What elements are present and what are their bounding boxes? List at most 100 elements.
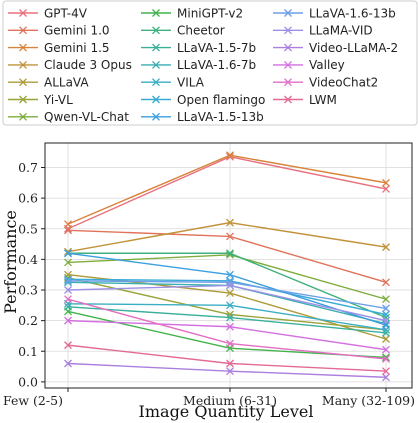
x-tick-label: Medium (6-31) <box>183 393 277 408</box>
data-point <box>226 152 234 161</box>
data-point <box>382 353 390 362</box>
data-point <box>382 316 390 325</box>
legend-entry: LLaVA-1.6-13b <box>273 6 396 20</box>
legend-entry: LLaVA-1.6-7b <box>141 58 256 72</box>
data-point <box>64 302 72 311</box>
data-point <box>64 341 72 350</box>
legend-entry: Video-LLaMA-2 <box>273 41 398 55</box>
data-point <box>226 313 234 322</box>
data-point <box>226 278 234 287</box>
legend-label: LLaVA-1.5-7b <box>177 41 256 55</box>
data-point <box>382 319 390 328</box>
legend-entry: LLaMA-VID <box>273 24 373 38</box>
legend-entry: Valley <box>273 58 345 72</box>
data-point <box>226 250 234 259</box>
legend-entry: Yi-VL <box>8 93 73 107</box>
legend-label: GPT-4V <box>44 6 88 20</box>
plot-frame <box>44 142 413 389</box>
y-tick-label: 0.6 <box>18 191 38 206</box>
data-point <box>382 328 390 337</box>
legend-frame <box>2 0 418 126</box>
legend-entry: Qwen-VL-Chat <box>8 110 129 124</box>
data-point <box>226 232 234 241</box>
data-point <box>382 184 390 193</box>
data-point <box>226 367 234 376</box>
data-point <box>382 335 390 343</box>
x-axis-label: Image Quantity Level <box>139 402 314 421</box>
data-point <box>64 316 72 325</box>
legend-label: Video-LLaMA-2 <box>309 41 398 55</box>
data-point <box>226 151 234 160</box>
legend-entry: VideoChat2 <box>273 76 378 90</box>
plot-area: 0.0 0.1 0.2 0.3 0.4 0.5 0.6 0.7 Few (2-5) Medium … <box>3 142 415 408</box>
series-line-16 <box>67 362 387 378</box>
data-point <box>382 295 390 304</box>
data-point <box>64 275 72 284</box>
data-point <box>382 354 390 363</box>
legend-label: LWM <box>309 93 337 107</box>
legend-label: LLaVA-1.6-7b <box>177 58 256 72</box>
series-line-3 <box>67 221 387 253</box>
data-point <box>382 345 390 354</box>
data-point <box>382 178 390 187</box>
legend-label: LLaMA-VID <box>309 24 373 38</box>
y-tick-label: 0.7 <box>18 160 38 175</box>
data-point <box>64 278 72 287</box>
data-point <box>64 276 72 285</box>
y-tick-label: 0.5 <box>18 221 38 236</box>
legend-label: Qwen-VL-Chat <box>44 110 129 124</box>
legend-entry: ALLaVA <box>8 76 89 90</box>
data-point <box>64 295 72 304</box>
y-tick-label: 0.3 <box>18 283 38 298</box>
legend-label: Open flamingo <box>177 93 265 107</box>
series-line-2 <box>67 154 387 225</box>
y-tick-label: 0.1 <box>18 344 38 359</box>
data-point <box>64 249 72 258</box>
legend-label: Cheetor <box>177 24 225 38</box>
data-point <box>382 367 390 376</box>
legend-entry: LLaVA-1.5-7b <box>141 41 256 55</box>
y-axis-label: Performance <box>1 210 20 314</box>
data-point <box>64 258 72 267</box>
data-point <box>382 373 390 382</box>
y-tick-label: 0.4 <box>18 252 38 267</box>
legend-label: Yi-VL <box>43 93 73 107</box>
data-point <box>382 304 390 313</box>
data-point <box>226 322 234 331</box>
data-point <box>226 289 234 298</box>
x-tick-label: Few (2-5) <box>3 393 63 408</box>
legend-label: LLaVA-1.6-13b <box>309 6 396 20</box>
data-point <box>382 310 390 319</box>
legend-entry: MiniGPT-v2 <box>141 6 243 20</box>
legend: GPT-4V Gemini 1.0 Gemini 1.5 Claude 3 Opus A… <box>2 0 418 126</box>
legend-label: VILA <box>177 76 205 90</box>
data-point <box>64 286 72 294</box>
legend-entry: LWM <box>273 93 337 107</box>
y-tick-label: 0.0 <box>18 374 38 389</box>
data-point <box>382 243 390 252</box>
legend-entry: VILA <box>141 76 205 90</box>
data-point <box>226 249 234 258</box>
data-point <box>226 359 234 368</box>
data-point <box>226 339 234 348</box>
data-point <box>226 218 234 227</box>
legend-entry: GPT-4V <box>8 6 88 20</box>
legend-label: ALLaVA <box>44 76 89 90</box>
legend-entry: Gemini 1.0 <box>8 24 110 38</box>
data-point <box>64 226 72 235</box>
legend-label: LLaVA-1.5-13b <box>177 110 264 124</box>
data-point <box>382 278 390 287</box>
data-point <box>226 301 234 310</box>
legend-entry: Claude 3 Opus <box>8 58 132 72</box>
x-tick-label: Many (32-109) <box>322 393 415 408</box>
legend-entry: Open flamingo <box>141 93 265 107</box>
legend-entry: Gemini 1.5 <box>8 41 110 55</box>
legend-label: VideoChat2 <box>309 76 378 90</box>
data-point <box>226 281 234 290</box>
legend-entry: Cheetor <box>141 24 225 38</box>
legend-label: Valley <box>309 58 345 72</box>
legend-label: MiniGPT-v2 <box>177 6 243 20</box>
data-point <box>226 270 234 279</box>
legend-label: Gemini 1.0 <box>44 24 110 38</box>
